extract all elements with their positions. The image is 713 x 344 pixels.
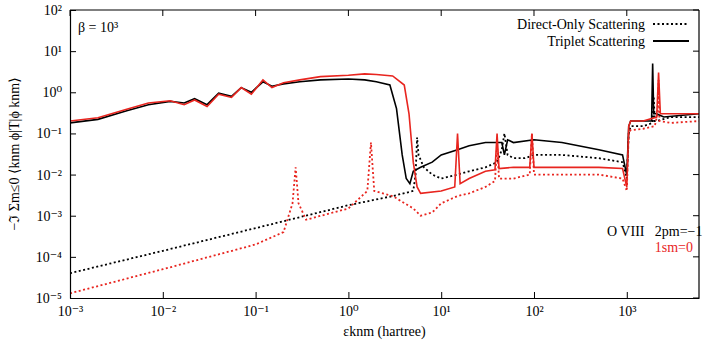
y-axis-title: −ℑ Σm≤0 ⟨knm ϕ|T|ϕ knm⟩ — [7, 77, 22, 230]
annotation: 1sm=0 — [655, 240, 693, 255]
tick-mark — [70, 216, 76, 217]
tick-label: 10² — [525, 304, 543, 319]
tick-label: 10³ — [618, 304, 636, 319]
legend-item: Triplet Scattering — [547, 34, 689, 49]
legend-label: Triplet Scattering — [547, 34, 645, 49]
annotations: β = 10³ O VIII 2pm=−11sm=0 — [78, 20, 702, 255]
tick-label: 10⁻¹ — [36, 126, 62, 141]
tick-label: 10⁻¹ — [243, 304, 269, 319]
axis-line — [70, 11, 71, 299]
annotation: 2pm=−1 — [655, 224, 703, 239]
tick: 10⁻⁵ — [36, 291, 76, 306]
annotation: β = 10³ — [78, 20, 118, 35]
tick: 10⁻¹ — [243, 292, 269, 319]
tick-label: 10⁰ — [42, 85, 62, 100]
tick: 10⁰ — [42, 85, 76, 100]
tick-mark — [627, 292, 628, 298]
legend-swatch — [653, 40, 689, 42]
tick: 10⁻¹ — [36, 126, 76, 141]
chart: 10⁻³ 10⁻² 10⁻¹ 10⁰ 10¹ 10² 10³ 10⁻⁵ 10⁻⁴ 10⁻³ 10⁻²… — [0, 0, 713, 344]
tick-label: 10⁻² — [151, 304, 177, 319]
y-axis: 10⁻⁵ 10⁻⁴ 10⁻³ 10⁻² 10⁻¹ 10⁰ 10¹ 10² — [36, 3, 76, 306]
tick-mark — [533, 10, 534, 16]
tick-mark — [534, 292, 535, 298]
series-line — [70, 80, 699, 293]
tick-mark — [693, 133, 699, 134]
tick-mark — [693, 215, 699, 216]
series-line — [70, 96, 699, 273]
series-line — [70, 64, 699, 184]
tick: 10⁻⁴ — [36, 250, 76, 265]
frame-top — [70, 9, 699, 10]
tick: 10² — [525, 292, 543, 319]
tick-mark — [693, 92, 699, 93]
tick-mark — [693, 174, 699, 175]
frame — [70, 10, 699, 298]
tick-label: 10⁻³ — [36, 209, 62, 224]
tick-label: 10⁻⁴ — [36, 250, 62, 265]
tick-label: 10⁰ — [339, 304, 359, 319]
x-axis: 10⁻³ 10⁻² 10⁻¹ 10⁰ 10¹ 10² 10³ — [58, 292, 700, 319]
tick-mark — [441, 10, 442, 16]
series-group — [70, 64, 699, 294]
tick-mark — [163, 292, 164, 298]
tick-mark — [256, 292, 257, 298]
axis-line — [71, 298, 700, 299]
tick-mark — [70, 10, 71, 16]
tick: 10¹ — [433, 292, 451, 319]
plot: 10⁻³ 10⁻² 10⁻¹ 10⁰ 10¹ 10² 10³ 10⁻⁵ 10⁻⁴ 10⁻³ 10⁻²… — [36, 3, 703, 319]
legend: Direct-Only Scattering Triplet Scattering — [517, 17, 689, 49]
tick-mark — [693, 298, 699, 299]
tick-label: 10⁻⁵ — [36, 291, 62, 306]
tick: 10³ — [618, 292, 636, 319]
tick-mark — [162, 10, 163, 16]
tick: 10¹ — [44, 44, 76, 59]
tick-mark — [255, 10, 256, 16]
tick-mark — [70, 175, 76, 176]
legend-label: Direct-Only Scattering — [517, 17, 645, 32]
tick-mark — [693, 256, 699, 257]
series-line — [70, 73, 699, 194]
annotation: O VIII — [607, 224, 645, 239]
tick: 10⁻² — [151, 292, 177, 319]
tick-mark — [348, 10, 349, 16]
tick-mark — [693, 10, 699, 11]
tick: 10⁻³ — [36, 209, 76, 224]
tick-label: 10² — [44, 3, 62, 18]
tick-label: 10¹ — [44, 44, 62, 59]
tick-mark — [70, 257, 76, 258]
tick-mark — [70, 51, 76, 52]
tick-mark — [70, 133, 76, 134]
legend-item: Direct-Only Scattering — [517, 17, 689, 32]
tick-mark — [441, 292, 442, 298]
tick-label: 10⁻³ — [58, 304, 84, 319]
frame-right — [698, 10, 699, 298]
tick-label: 10⁻² — [36, 168, 62, 183]
tick-mark — [626, 10, 627, 16]
tick: 10⁰ — [339, 292, 359, 319]
tick-mark — [693, 51, 699, 52]
tick-label: 10¹ — [433, 304, 451, 319]
tick-mark — [70, 92, 76, 93]
legend-swatch — [653, 23, 689, 25]
tick-mark — [348, 292, 349, 298]
tick-mark — [70, 298, 76, 299]
tick: 10⁻² — [36, 168, 76, 183]
x-axis-title: εknm (hartree) — [343, 324, 426, 340]
